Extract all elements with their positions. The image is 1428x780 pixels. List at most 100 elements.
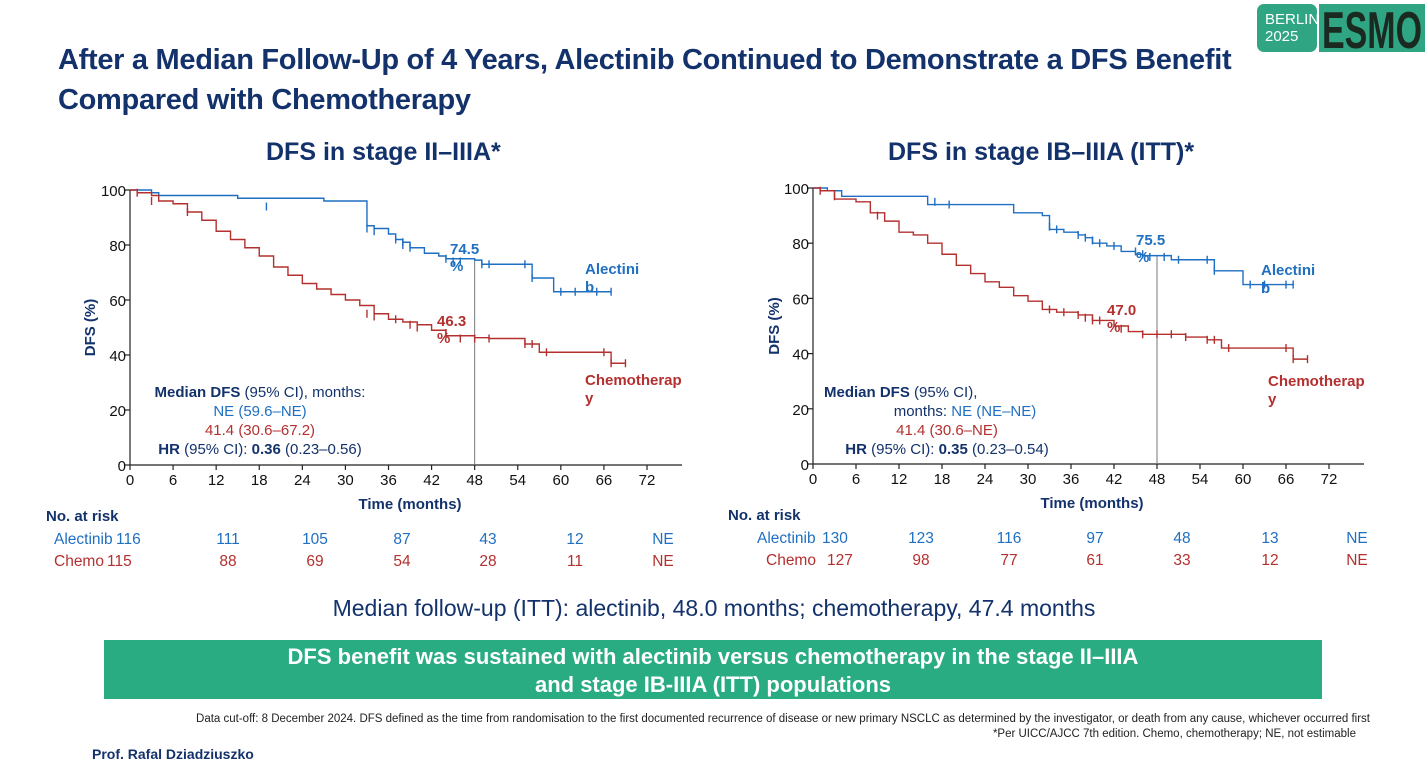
risk-table-right-header: No. at risk bbox=[728, 507, 801, 524]
median-followup-text: Median follow-up (ITT): alectinib, 48.0 … bbox=[332, 595, 1096, 621]
alectinib-landmark-label: 74.5 bbox=[450, 241, 479, 258]
banner-line-1: DFS benefit was sustained with alectinib… bbox=[287, 644, 1139, 669]
risk-right-chemo-label: Chemo bbox=[766, 552, 816, 569]
x-tick-label: 72 bbox=[1321, 471, 1338, 488]
x-tick-label: 36 bbox=[380, 472, 397, 489]
risk-table-left-header: No. at risk bbox=[46, 508, 119, 525]
x-tick-label: 54 bbox=[1192, 471, 1209, 488]
y-tick-label: 40 bbox=[109, 348, 126, 365]
x-tick-label: 36 bbox=[1063, 471, 1080, 488]
y-tick-label: 100 bbox=[784, 181, 809, 198]
hr-line: HR (95% CI): 0.35 (0.23–0.54) bbox=[845, 441, 1049, 458]
chart-left-svg: 0 20 40 60 80 100 0 6 12 18 24 30 36 42 48 54 60 66 72 Time… bbox=[82, 183, 682, 513]
chemo-at-risk-value: 11 bbox=[566, 553, 584, 570]
alectinib-at-risk-value: 123 bbox=[908, 530, 934, 547]
x-tick-label: 12 bbox=[891, 471, 908, 488]
median-chemo: 41.4 (30.6–67.2) bbox=[204, 422, 316, 439]
x-tick-label: 30 bbox=[337, 472, 354, 489]
x-tick-label: 18 bbox=[251, 472, 268, 489]
alectinib-at-risk-value: 97 bbox=[1086, 530, 1104, 547]
chart-right: 0 20 40 60 80 100 0 6 12 18 24 30 36 42 48 54 60 66 72 Time… bbox=[700, 0, 1428, 520]
x-tick-label: 12 bbox=[208, 472, 225, 489]
x-tick-label: 0 bbox=[809, 471, 817, 488]
chemo-series-label: y bbox=[585, 390, 594, 407]
chemo-at-risk-value: 28 bbox=[479, 553, 497, 570]
chemo-at-risk-value: 98 bbox=[912, 552, 930, 569]
x-tick-label: 66 bbox=[1278, 471, 1295, 488]
conclusion-banner: DFS benefit was sustained with alectinib… bbox=[104, 640, 1322, 699]
x-tick-label: 0 bbox=[126, 472, 134, 489]
chemo-at-risk-value: NE bbox=[652, 553, 674, 570]
chemo-at-risk-value: 115 bbox=[107, 553, 132, 570]
alectinib-at-risk-value: 130 bbox=[822, 530, 848, 547]
page-title: After a Median Follow-Up of 4 Years, Ale… bbox=[58, 44, 1232, 116]
x-axis-label: Time (months) bbox=[1040, 495, 1143, 512]
median-chemo: 41.4 (30.6–NE) bbox=[896, 422, 998, 439]
y-axis-label: DFS (%) bbox=[82, 299, 99, 357]
y-tick-label: 0 bbox=[801, 457, 809, 474]
x-tick-label: 42 bbox=[423, 472, 440, 489]
chemo-at-risk-value: 69 bbox=[306, 553, 324, 570]
chart-right-title: DFS in stage IB–IIIA (ITT)* bbox=[888, 138, 1195, 166]
banner-line-2: and stage IB-IIIA (ITT) populations bbox=[534, 672, 892, 697]
presenter-name: Prof. Rafal Dziadziuszko bbox=[92, 746, 254, 762]
x-tick-label: 18 bbox=[934, 471, 951, 488]
hr-line: HR (95% CI): 0.36 (0.23–0.56) bbox=[158, 441, 362, 458]
chart-left: 0 20 40 60 80 100 0 6 12 18 24 30 36 42 48 54 60 66 72 Time… bbox=[0, 0, 700, 520]
chemo-series-label: y bbox=[1268, 391, 1277, 408]
chemo-landmark-label: 46.3 bbox=[437, 313, 466, 330]
chemo-at-risk-value: 88 bbox=[219, 553, 237, 570]
esmo-logo-text: ESMO bbox=[1322, 4, 1422, 52]
chemo-at-risk-value: NE bbox=[1346, 552, 1368, 569]
chemo-at-risk-value: 77 bbox=[1000, 552, 1018, 569]
x-tick-label: 6 bbox=[852, 471, 860, 488]
x-tick-label: 30 bbox=[1020, 471, 1037, 488]
risk-right-alectinib-label: Alectinib bbox=[757, 530, 816, 547]
alectinib-series-label: b bbox=[585, 279, 594, 296]
chemo-at-risk-value: 127 bbox=[827, 552, 853, 569]
chemo-at-risk-value: 33 bbox=[1173, 552, 1191, 569]
y-tick-label: 20 bbox=[792, 402, 809, 419]
footnote-data-cutoff: Data cut-off: 8 December 2024. DFS defin… bbox=[196, 713, 1370, 725]
y-tick-label: 40 bbox=[792, 347, 809, 364]
alectinib-landmark-label: 75.5 bbox=[1136, 232, 1165, 249]
alectinib-at-risk-value: 87 bbox=[393, 531, 411, 548]
y-tick-label: 80 bbox=[792, 236, 809, 253]
alectinib-at-risk-value: 105 bbox=[302, 531, 328, 548]
alectinib-series-label: Alectini bbox=[1261, 262, 1315, 279]
x-tick-label: 24 bbox=[294, 472, 311, 489]
y-tick-label: 80 bbox=[109, 238, 126, 255]
alectinib-landmark-label: % bbox=[1136, 249, 1149, 266]
chart-right-median-box: Median DFS (95% CI), months: NE (NE–NE) … bbox=[812, 383, 1082, 459]
x-tick-label: 60 bbox=[1235, 471, 1252, 488]
alectinib-series-label: Alectini bbox=[585, 261, 639, 278]
logo-city-badge: BERLIN 2025 bbox=[1257, 4, 1320, 52]
alectinib-series-label: b bbox=[1261, 280, 1270, 297]
y-tick-label: 0 bbox=[118, 458, 126, 475]
x-tick-label: 24 bbox=[977, 471, 994, 488]
y-tick-label: 60 bbox=[792, 291, 809, 308]
logo-city-text: BERLIN bbox=[1265, 11, 1320, 28]
alectinib-at-risk-value: 111 bbox=[216, 531, 240, 548]
x-tick-label: 6 bbox=[169, 472, 177, 489]
x-tick-label: 66 bbox=[596, 472, 613, 489]
chemo-curve bbox=[813, 187, 1308, 360]
alectinib-at-risk-value: 13 bbox=[1261, 530, 1279, 547]
x-tick-label: 48 bbox=[1149, 471, 1166, 488]
alectinib-curve bbox=[813, 187, 1294, 286]
logo-year-text: 2025 bbox=[1265, 28, 1299, 45]
chart-left-median-box: Median DFS (95% CI), months: NE (59.6–NE… bbox=[130, 383, 390, 459]
x-tick-label: 54 bbox=[509, 472, 526, 489]
chemo-at-risk-value: 61 bbox=[1086, 552, 1104, 569]
y-tick-label: 20 bbox=[109, 403, 126, 420]
alectinib-at-risk-value: 48 bbox=[1173, 530, 1191, 547]
x-axis-label: Time (months) bbox=[358, 496, 461, 513]
esmo-logo: ESMO bbox=[1319, 2, 1425, 60]
chart-right-svg: 0 20 40 60 80 100 0 6 12 18 24 30 36 42 48 54 60 66 72 Time… bbox=[766, 181, 1365, 512]
chemo-curve bbox=[130, 189, 626, 364]
chemo-at-risk-value: 54 bbox=[393, 553, 411, 570]
y-tick-label: 60 bbox=[109, 293, 126, 310]
median-dfs-line: Median DFS (95% CI), bbox=[824, 384, 978, 401]
alectinib-at-risk-value: 43 bbox=[479, 531, 497, 548]
chemo-at-risk-value: 12 bbox=[1261, 552, 1279, 569]
